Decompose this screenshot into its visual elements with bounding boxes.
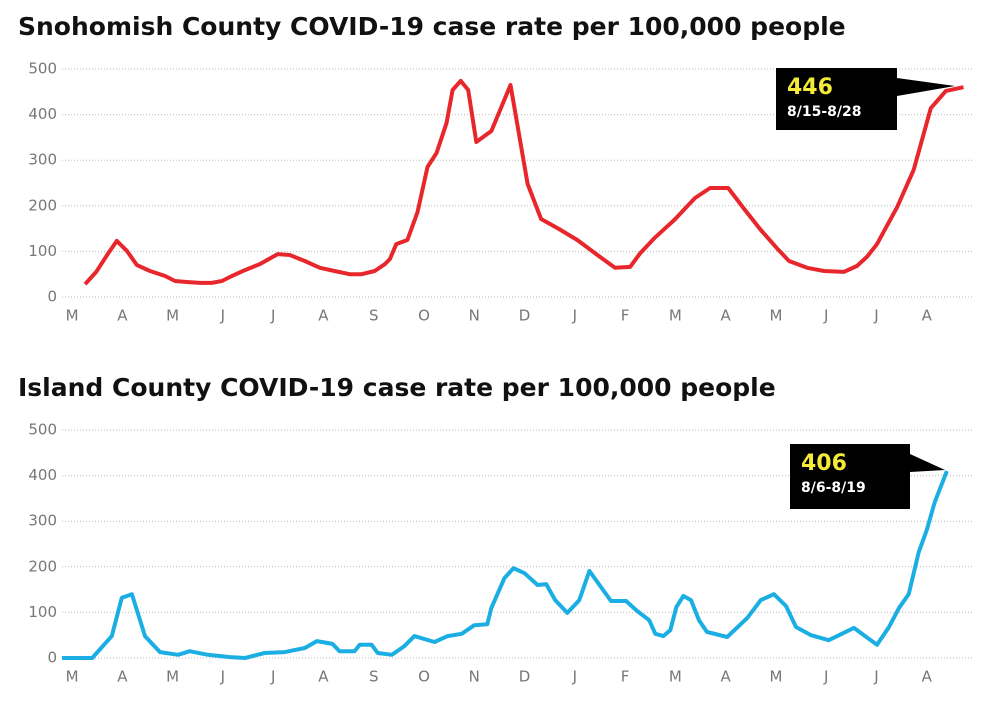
- x-tick-label: J: [873, 307, 878, 325]
- x-tick-label: J: [220, 307, 225, 325]
- x-tick-label: M: [66, 668, 79, 686]
- x-tick-label: M: [66, 307, 79, 325]
- x-tick-label: J: [270, 307, 275, 325]
- line: [62, 470, 949, 660]
- line: [83, 78, 964, 286]
- x-tick-label: J: [220, 668, 225, 686]
- x-tick-label: A: [922, 668, 933, 686]
- x-tick-label: A: [117, 668, 128, 686]
- x-tick-label: A: [922, 307, 933, 325]
- y-tick-label: 200: [28, 196, 57, 214]
- x-tick-label: A: [721, 307, 732, 325]
- x-tick-label: J: [270, 668, 275, 686]
- x-tick-label: M: [769, 307, 782, 325]
- x-tick-label: J: [572, 668, 577, 686]
- callout-box: [776, 68, 955, 130]
- chart-title: Snohomish County COVID-19 case rate per …: [18, 12, 846, 41]
- y-tick-label: 100: [28, 603, 57, 621]
- callout-label: 8/15-8/28: [787, 104, 861, 120]
- y-tick-label: 0: [47, 288, 57, 306]
- x-tick-label: M: [669, 307, 682, 325]
- x-tick-label: D: [519, 668, 531, 686]
- x-tick-label: N: [469, 307, 480, 325]
- x-tick-label: F: [621, 668, 630, 686]
- chart-title: Island County COVID-19 case rate per 100…: [18, 373, 776, 402]
- x-tick-label: A: [117, 307, 128, 325]
- x-tick-label: J: [823, 668, 828, 686]
- x-tick-label: A: [721, 668, 732, 686]
- x-tick-label: S: [369, 307, 379, 325]
- x-tick-label: O: [418, 668, 430, 686]
- x-tick-label: S: [369, 668, 379, 686]
- y-tick-label: 100: [28, 242, 57, 260]
- callout-box: [790, 444, 945, 509]
- y-tick-label: 300: [28, 151, 57, 169]
- x-tick-label: M: [669, 668, 682, 686]
- x-tick-label: D: [519, 307, 531, 325]
- callout-label: 8/6-8/19: [801, 480, 866, 496]
- x-tick-label: J: [572, 307, 577, 325]
- x-tick-label: J: [873, 668, 878, 686]
- callout-value: 406: [801, 451, 847, 476]
- x-tick-label: F: [621, 307, 630, 325]
- x-tick-label: M: [166, 307, 179, 325]
- y-tick-label: 300: [28, 512, 57, 530]
- y-tick-label: 500: [28, 421, 57, 439]
- y-tick-label: 500: [28, 60, 57, 78]
- x-tick-label: A: [318, 307, 329, 325]
- y-tick-label: 200: [28, 557, 57, 575]
- x-tick-label: M: [166, 668, 179, 686]
- x-tick-label: M: [769, 668, 782, 686]
- x-tick-label: J: [823, 307, 828, 325]
- callout-value: 446: [787, 75, 833, 100]
- x-tick-label: O: [418, 307, 430, 325]
- y-tick-label: 0: [47, 649, 57, 667]
- y-tick-label: 400: [28, 466, 57, 484]
- y-tick-label: 400: [28, 105, 57, 123]
- x-tick-label: N: [469, 668, 480, 686]
- x-tick-label: A: [318, 668, 329, 686]
